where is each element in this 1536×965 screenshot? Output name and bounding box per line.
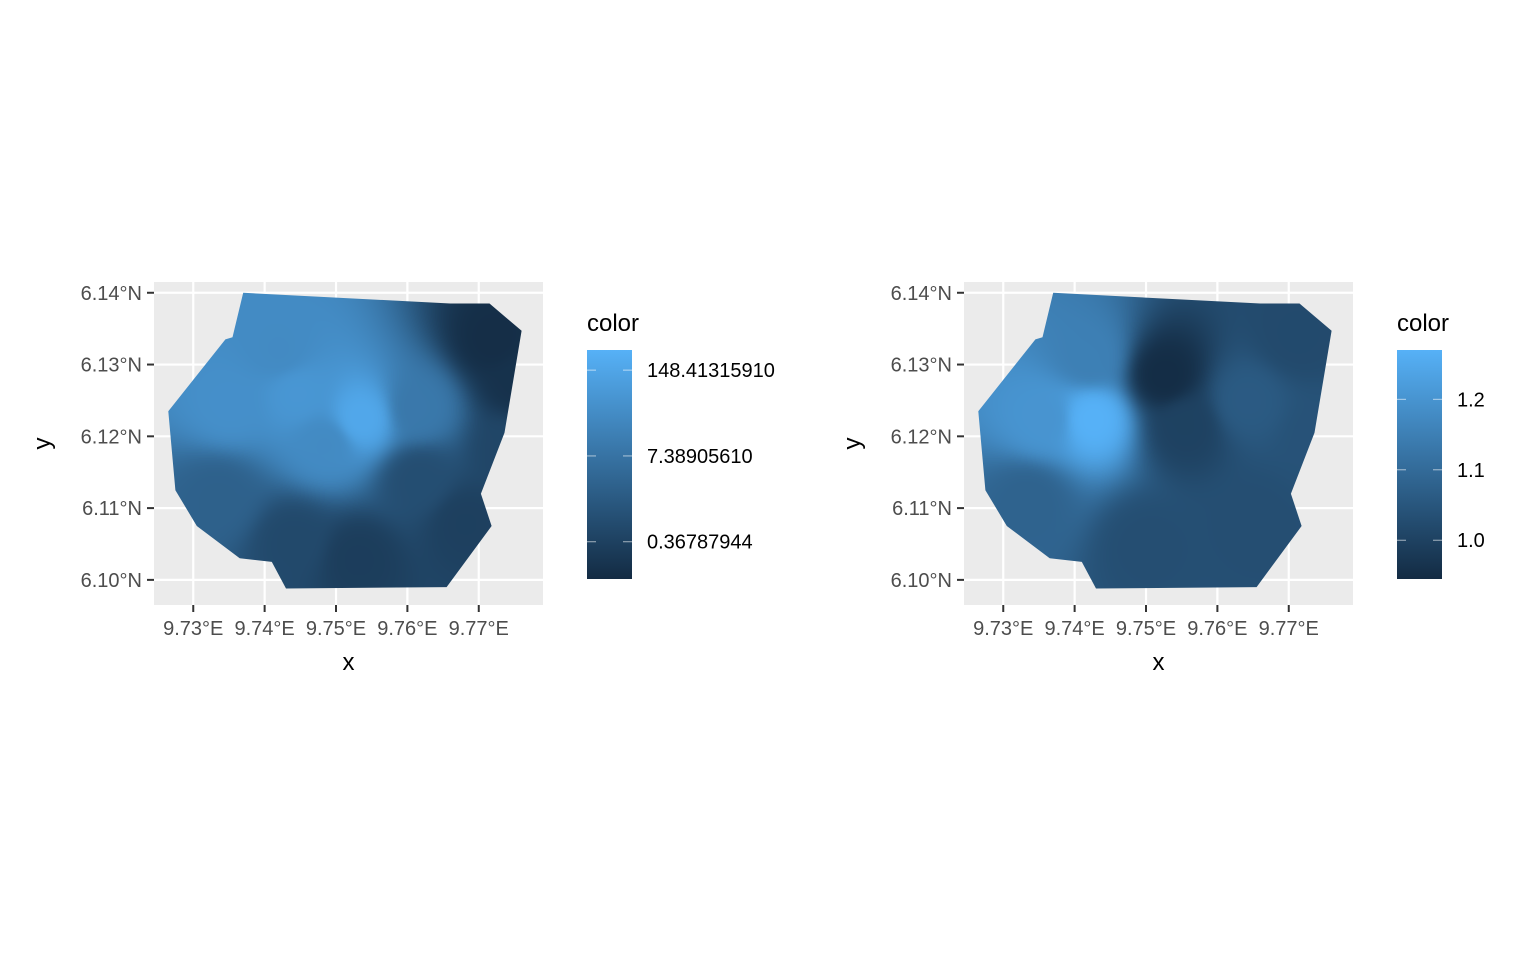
x-tick-label: 9.76°E — [1187, 618, 1247, 640]
x-tick-label: 9.76°E — [377, 618, 437, 640]
x-axis-title: x — [1153, 649, 1165, 676]
map-plot-right: 6.14°N 6.13°N 6.12°N 6.11°N 6.10°N 9.73°… — [839, 282, 1485, 676]
x-tick-label: 9.73°E — [973, 618, 1033, 640]
x-tick-label: 9.75°E — [306, 618, 366, 640]
y-axis: 6.14°N 6.13°N 6.12°N 6.11°N 6.10°N — [891, 283, 964, 592]
color-legend: color 1.2 1.1 1.0 — [1397, 310, 1485, 579]
interpolated-surface — [168, 292, 522, 589]
x-axis-title: x — [343, 649, 355, 676]
legend-title: color — [1397, 310, 1449, 337]
x-axis: 9.73°E 9.74°E 9.75°E 9.76°E 9.77°E — [163, 605, 509, 640]
y-tick-label: 6.12°N — [891, 426, 952, 448]
legend-label: 7.38905610 — [647, 446, 753, 468]
y-tick-label: 6.11°N — [82, 498, 142, 520]
legend-title: color — [587, 310, 639, 337]
legend-colorbar — [1397, 350, 1442, 579]
x-tick-label: 9.77°E — [1259, 618, 1319, 640]
y-axis-title: y — [29, 438, 56, 450]
y-tick-label: 6.14°N — [81, 283, 142, 305]
x-tick-label: 9.74°E — [235, 618, 295, 640]
x-tick-label: 9.75°E — [1116, 618, 1176, 640]
y-tick-label: 6.11°N — [892, 498, 952, 520]
x-axis: 9.73°E 9.74°E 9.75°E 9.76°E 9.77°E — [973, 605, 1319, 640]
map-panel-right: 6.14°N 6.13°N 6.12°N 6.11°N 6.10°N 9.73°… — [810, 0, 1536, 960]
y-axis-title: y — [839, 438, 866, 450]
x-tick-label: 9.73°E — [163, 618, 223, 640]
legend-label: 1.0 — [1457, 530, 1485, 552]
y-axis: 6.14°N 6.13°N 6.12°N 6.11°N 6.10°N — [81, 283, 154, 592]
y-tick-label: 6.12°N — [81, 426, 142, 448]
y-tick-label: 6.13°N — [891, 355, 952, 377]
x-tick-label: 9.77°E — [449, 618, 509, 640]
x-tick-label: 9.74°E — [1045, 618, 1105, 640]
legend-colorbar — [587, 350, 632, 579]
legend-label: 1.1 — [1457, 460, 1485, 482]
legend-label: 0.36787944 — [647, 532, 753, 554]
color-legend: color 148.41315910 7.38905610 0.36787944 — [587, 310, 775, 579]
map-panel-left: 6.14°N 6.13°N 6.12°N 6.11°N 6.10°N 9.73°… — [29, 282, 775, 676]
map-plot-left: 6.14°N 6.13°N 6.12°N 6.11°N 6.10°N 9.73°… — [29, 282, 775, 676]
legend-label: 1.2 — [1457, 389, 1485, 411]
y-tick-label: 6.13°N — [81, 355, 142, 377]
y-tick-label: 6.10°N — [891, 570, 952, 592]
legend-label: 148.41315910 — [647, 360, 775, 382]
interpolated-surface — [978, 292, 1332, 589]
y-tick-label: 6.14°N — [891, 283, 952, 305]
y-tick-label: 6.10°N — [81, 570, 142, 592]
